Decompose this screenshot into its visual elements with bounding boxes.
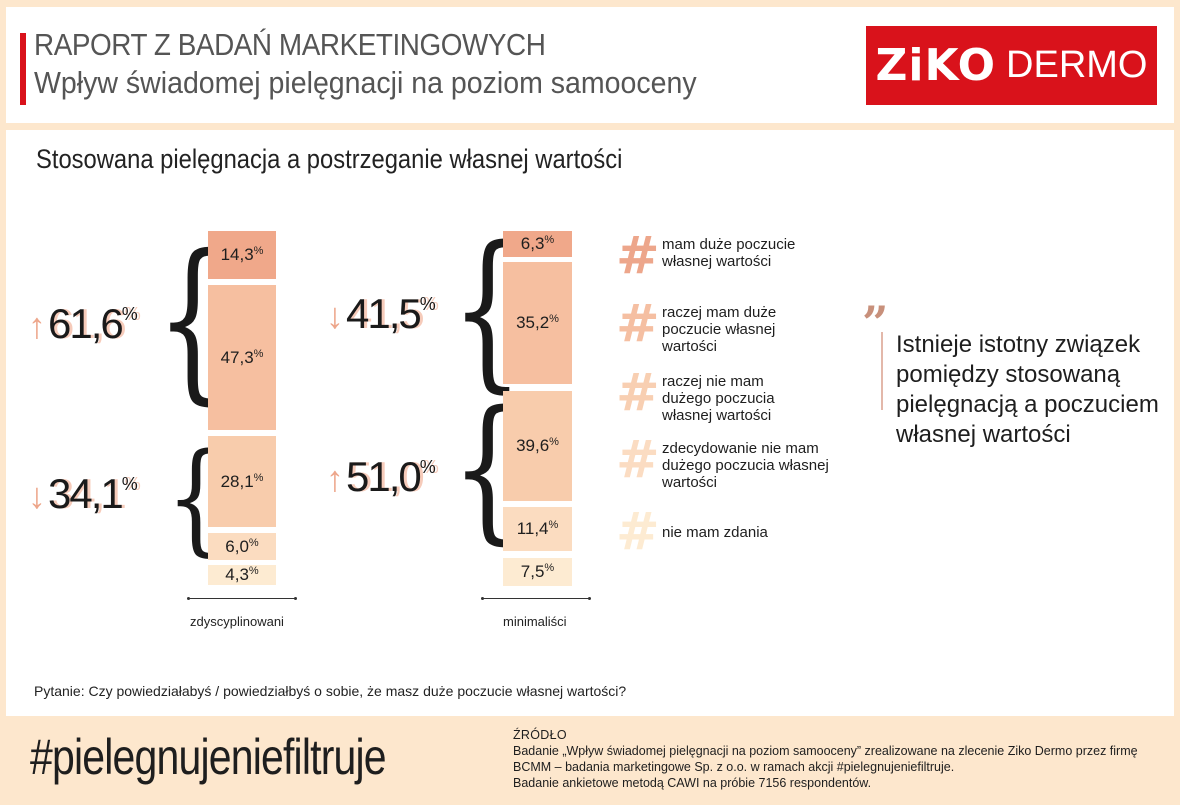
section-title: Stosowana pielęgnacja a postrzeganie wła… xyxy=(36,144,623,174)
hash-icon: # xyxy=(616,294,660,354)
group2-positive-total: ↓41,5% xyxy=(326,290,436,337)
axis-line xyxy=(481,597,591,600)
bar-segment: 47,3% xyxy=(208,285,276,430)
group1-negative-total: ↓34,1% xyxy=(28,470,138,517)
bar-segment: 11,4% xyxy=(503,507,572,551)
logo-product: DERMO xyxy=(1006,44,1148,86)
legend-item: # raczej nie mam dużego poczucia własnej… xyxy=(616,363,775,424)
header-panel: RAPORT Z BADAŃ MARKETINGOWYCH Wpływ świa… xyxy=(6,7,1174,123)
bar-segment: 6,3% xyxy=(503,231,572,257)
survey-question: Pytanie: Czy powiedziałabyś / powiedział… xyxy=(34,683,627,699)
source-block: ŹRÓDŁO Badanie „Wpływ świadomej pielęgna… xyxy=(513,727,1163,791)
quote-text: Istnieje istotny związek pomiędzy stosow… xyxy=(896,331,1159,448)
arrow-down-icon: ↓ xyxy=(28,475,46,516)
axis-line xyxy=(187,597,297,600)
group1-positive-total: ↑61,6% xyxy=(28,300,138,347)
bar-segment: 35,2% xyxy=(503,262,572,384)
bar-segment: 28,1% xyxy=(208,436,276,527)
source-line: Badanie „Wpływ świadomej pielęgnacji na … xyxy=(513,744,1138,758)
main-panel: Stosowana pielęgnacja a postrzeganie wła… xyxy=(6,130,1174,716)
accent-bar xyxy=(20,33,26,105)
hash-icon: # xyxy=(616,226,660,286)
legend-item: # nie mam zdania xyxy=(616,502,768,562)
quote-divider xyxy=(881,332,883,410)
bar-segment: 14,3% xyxy=(208,231,276,279)
source-line: BCMM – badania marketingowe Sp. z o.o. w… xyxy=(513,760,955,774)
bar-segment: 6,0% xyxy=(208,533,276,560)
report-subtitle: Wpływ świadomej pielęgnacji na poziom sa… xyxy=(34,65,697,100)
hash-icon: # xyxy=(616,430,660,490)
ziko-dermo-logo: ZiKO DERMO xyxy=(866,26,1157,105)
arrow-up-icon: ↑ xyxy=(28,305,46,346)
campaign-hashtag: #pielegnujeniefiltruje xyxy=(30,729,387,785)
bar-segment: 39,6% xyxy=(503,391,572,501)
source-title: ŹRÓDŁO xyxy=(513,728,567,742)
arrow-down-icon: ↓ xyxy=(326,295,344,336)
hash-icon: # xyxy=(616,363,660,423)
quote-icon: ” xyxy=(862,296,889,350)
bar-segment: 7,5% xyxy=(503,558,572,586)
legend-item: # zdecydowanie nie mam dużego poczucia w… xyxy=(616,430,829,491)
bar-segment: 4,3% xyxy=(208,565,276,585)
category-label: minimaliści xyxy=(503,614,567,629)
legend-item: # raczej mam duże poczucie własnej warto… xyxy=(616,294,777,355)
group2-negative-total: ↑51,0% xyxy=(326,453,436,500)
arrow-up-icon: ↑ xyxy=(326,458,344,499)
logo-brand: ZiKO xyxy=(875,40,997,91)
hash-icon: # xyxy=(616,502,660,562)
legend-item: # mam duże poczucie własnej wartości xyxy=(616,226,796,286)
category-label: zdyscyplinowani xyxy=(190,614,284,629)
source-line: Badanie ankietowe metodą CAWI na próbie … xyxy=(513,776,872,790)
report-title: RAPORT Z BADAŃ MARKETINGOWYCH xyxy=(34,27,546,62)
